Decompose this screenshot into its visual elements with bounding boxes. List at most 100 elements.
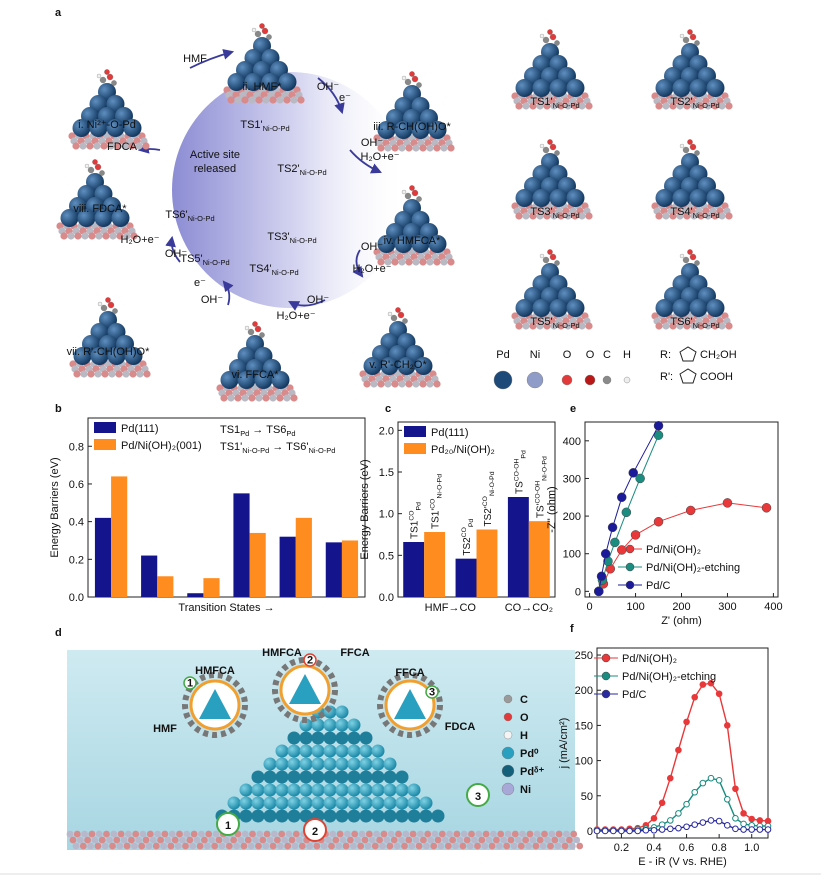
molecule-atom xyxy=(404,78,412,86)
molecule-label: FFCA xyxy=(395,667,424,679)
molecule-atom xyxy=(554,150,560,156)
data-point xyxy=(715,817,723,825)
substrate-atom xyxy=(433,144,441,152)
substrate-atom xyxy=(391,258,399,266)
data-point xyxy=(699,779,707,787)
molecule-atom xyxy=(689,253,697,261)
molecule-atom xyxy=(397,311,405,319)
substrate-atom xyxy=(412,836,420,844)
substrate-atom xyxy=(655,102,663,110)
molecule-atom xyxy=(99,76,107,84)
substrate-atom xyxy=(441,836,449,844)
panel-label: f xyxy=(570,623,574,635)
pd-atom xyxy=(73,347,92,365)
substrate-atom xyxy=(122,370,130,378)
step-number: 2 xyxy=(307,655,313,667)
substrate-atom xyxy=(697,322,705,330)
cycle-ts-label-part: TS4' xyxy=(249,263,271,275)
pd-surface-atom xyxy=(359,757,373,771)
cycle-ts-label-part: TS2' xyxy=(277,163,299,175)
molecule-label: HMFCA xyxy=(195,665,235,677)
step-number: 2 xyxy=(312,826,318,838)
data-point xyxy=(732,785,739,793)
molecule-atom xyxy=(554,260,560,266)
pd-surface-atom xyxy=(251,796,265,810)
substrate-atom xyxy=(93,142,101,150)
substrate-atom xyxy=(683,322,691,330)
cycle-ts-label-part: TS5' xyxy=(180,253,202,265)
legend-note-part: → TS6' xyxy=(269,441,308,453)
grid-ts-label-part: TS2' xyxy=(670,96,692,108)
pd-surface-atom xyxy=(359,796,373,810)
molecule-atom xyxy=(542,146,550,154)
bar-label-part: TS1 xyxy=(410,520,421,539)
grid-ts-label-part: Ni-O-Pd xyxy=(553,211,580,220)
legend-note-part: TS1' xyxy=(220,441,242,453)
molecule-atom xyxy=(409,71,415,77)
substrate-atom xyxy=(285,830,293,838)
substrate-atom xyxy=(371,842,379,850)
substrate-atom xyxy=(504,830,512,838)
substrate-atom xyxy=(110,830,118,838)
legend-marker xyxy=(625,562,635,572)
data-point xyxy=(628,468,638,478)
substrate-atom xyxy=(234,96,242,104)
substrate-atom xyxy=(490,830,497,838)
molecule-atom xyxy=(254,325,262,333)
data-point xyxy=(601,827,609,835)
bar-label-part: Pd xyxy=(468,519,475,528)
substrate-atom xyxy=(529,212,537,220)
substrate-atom xyxy=(412,258,420,266)
pd-atom xyxy=(90,347,109,365)
element-ball xyxy=(584,374,596,386)
substrate-atom xyxy=(357,842,365,850)
pd-surface-atom xyxy=(419,809,433,823)
element-label: Pd xyxy=(496,349,509,361)
molecule-atom xyxy=(244,325,250,331)
grid-ts-label-part: TS1' xyxy=(530,96,552,108)
substrate-atom xyxy=(60,232,68,240)
state-label: v. R'-CH₂O* xyxy=(369,359,427,371)
x-tick-label: 1.0 xyxy=(744,842,759,854)
cycle-ts-label-part: TS6' xyxy=(165,209,187,221)
substrate-atom xyxy=(529,322,537,330)
cycle-label: OH⁻ xyxy=(317,81,340,93)
pd-surface-atom xyxy=(311,796,325,810)
data-point xyxy=(610,537,620,548)
substrate-atom xyxy=(167,842,175,850)
substrate-atom xyxy=(164,836,172,844)
pd-surface-atom xyxy=(287,796,301,810)
substrate-atom xyxy=(69,836,77,844)
legend-note-part: → TS6 xyxy=(249,424,286,436)
substrate-atom xyxy=(114,142,122,150)
data-point xyxy=(609,827,617,835)
data-point xyxy=(707,774,715,782)
substrate-atom xyxy=(711,102,719,110)
substrate-atom xyxy=(683,102,691,110)
atom-cluster xyxy=(511,29,593,110)
substrate-atom xyxy=(488,842,496,850)
substrate-atom xyxy=(569,842,576,850)
x-tick-label: 0.8 xyxy=(711,842,726,854)
substrate-atom xyxy=(690,212,698,220)
substrate-atom xyxy=(426,144,434,152)
substrate-atom xyxy=(152,842,160,850)
arrow xyxy=(189,49,235,69)
cycle-label: e⁻ xyxy=(339,92,351,104)
cycle-ts-label: TS2'Ni-O-Pd xyxy=(277,163,326,177)
substrate-atom xyxy=(676,322,684,330)
substrate-atom xyxy=(212,830,220,838)
substrate-atom xyxy=(101,842,109,850)
pd-surface-atom xyxy=(287,783,301,797)
pd-surface-atom xyxy=(335,718,349,732)
data-point xyxy=(618,827,625,835)
molecule-atom xyxy=(687,29,693,35)
substrate-atom xyxy=(555,830,563,838)
substrate-atom xyxy=(208,836,216,844)
substrate-atom xyxy=(298,842,306,850)
substrate-atom xyxy=(655,212,663,220)
substrate-atom xyxy=(412,144,420,152)
y-tick-label: 0.6 xyxy=(69,479,84,491)
substrate-atom xyxy=(117,830,125,838)
molecule-atom xyxy=(100,304,108,312)
